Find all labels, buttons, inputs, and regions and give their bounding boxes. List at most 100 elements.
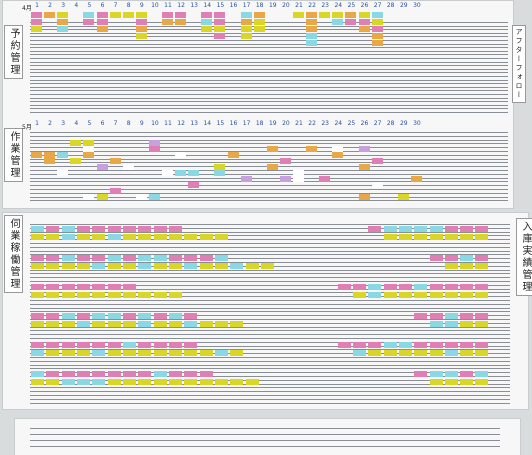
day-number: 8 <box>126 2 131 9</box>
magnet <box>371 158 383 164</box>
magnet <box>460 313 474 319</box>
magnet <box>31 371 44 377</box>
magnet <box>107 284 121 290</box>
row-line <box>30 158 508 160</box>
day-number: 16 <box>229 2 238 9</box>
magnet <box>92 234 106 240</box>
magnet <box>162 170 173 176</box>
magnet <box>122 313 136 319</box>
magnet <box>475 371 489 377</box>
magnet <box>383 292 397 298</box>
magnet <box>92 263 106 269</box>
magnet <box>31 350 44 356</box>
row-line <box>30 357 510 358</box>
row-line <box>30 311 510 313</box>
magnet <box>371 40 383 46</box>
day-number: 19 <box>268 120 277 127</box>
day-number: 9 <box>139 120 144 127</box>
magnet <box>138 234 152 240</box>
day-number: 22 <box>308 120 316 127</box>
row-line <box>30 300 510 301</box>
row-line <box>30 227 510 229</box>
magnet <box>138 379 152 385</box>
magnet <box>352 284 366 290</box>
magnet <box>398 342 412 348</box>
magnet <box>107 292 121 298</box>
magnet <box>148 194 160 200</box>
magnet <box>414 292 428 298</box>
row-line <box>30 132 508 133</box>
magnet <box>138 342 152 348</box>
magnet <box>414 371 428 377</box>
magnet <box>122 226 136 232</box>
magnet <box>122 284 136 290</box>
day-number: 23 <box>321 2 329 9</box>
magnet <box>31 263 44 269</box>
row-line <box>30 387 510 389</box>
magnet <box>138 313 152 319</box>
magnet <box>429 255 443 261</box>
row-line <box>30 189 508 190</box>
magnet <box>444 234 458 240</box>
magnet <box>358 146 370 152</box>
row-line <box>30 196 508 198</box>
magnet <box>83 146 95 152</box>
magnet <box>414 350 428 356</box>
magnet <box>107 263 121 269</box>
magnet <box>398 284 412 290</box>
magnet <box>279 158 291 164</box>
day-number: 28 <box>386 2 395 9</box>
magnet <box>184 379 198 385</box>
magnet <box>61 313 75 319</box>
magnet <box>107 342 121 348</box>
day-number: 3 <box>61 120 66 127</box>
magnet <box>168 350 182 356</box>
magnet <box>92 313 106 319</box>
day-number: 7 <box>113 2 118 9</box>
day-number: 9 <box>139 2 144 9</box>
magnet <box>279 176 291 182</box>
magnet <box>31 226 44 232</box>
magnet <box>168 379 182 385</box>
day-number: 22 <box>308 2 316 9</box>
row-line <box>30 303 510 305</box>
row-line <box>30 341 510 343</box>
magnet <box>46 255 60 261</box>
row-line <box>30 139 508 141</box>
magnet <box>199 234 213 240</box>
magnet <box>122 292 136 298</box>
row-line <box>30 79 508 81</box>
magnet <box>107 313 121 319</box>
magnet <box>168 234 182 240</box>
magnet <box>306 146 318 152</box>
magnet <box>92 350 106 356</box>
row-line <box>30 254 510 256</box>
row-line <box>30 372 510 374</box>
day-number: 1 <box>35 2 39 9</box>
magnet <box>306 40 318 46</box>
row-line <box>30 402 510 404</box>
row-line <box>30 379 510 381</box>
row-line <box>30 43 508 45</box>
magnet <box>31 321 44 327</box>
magnet <box>122 379 136 385</box>
magnet <box>371 19 383 25</box>
magnet <box>168 292 182 298</box>
magnet <box>61 234 75 240</box>
row-line <box>30 50 508 52</box>
row-line <box>30 376 510 377</box>
magnet <box>383 226 397 232</box>
row-line <box>30 434 500 435</box>
magnet <box>135 19 147 25</box>
magnet <box>429 350 443 356</box>
magnet <box>358 12 370 18</box>
magnet <box>122 342 136 348</box>
magnet <box>153 321 167 327</box>
row-line <box>30 383 510 385</box>
row-line <box>30 29 508 31</box>
magnet <box>168 313 182 319</box>
magnet <box>245 379 259 385</box>
magnet <box>230 263 244 269</box>
magnet <box>332 146 344 152</box>
magnet <box>92 321 106 327</box>
